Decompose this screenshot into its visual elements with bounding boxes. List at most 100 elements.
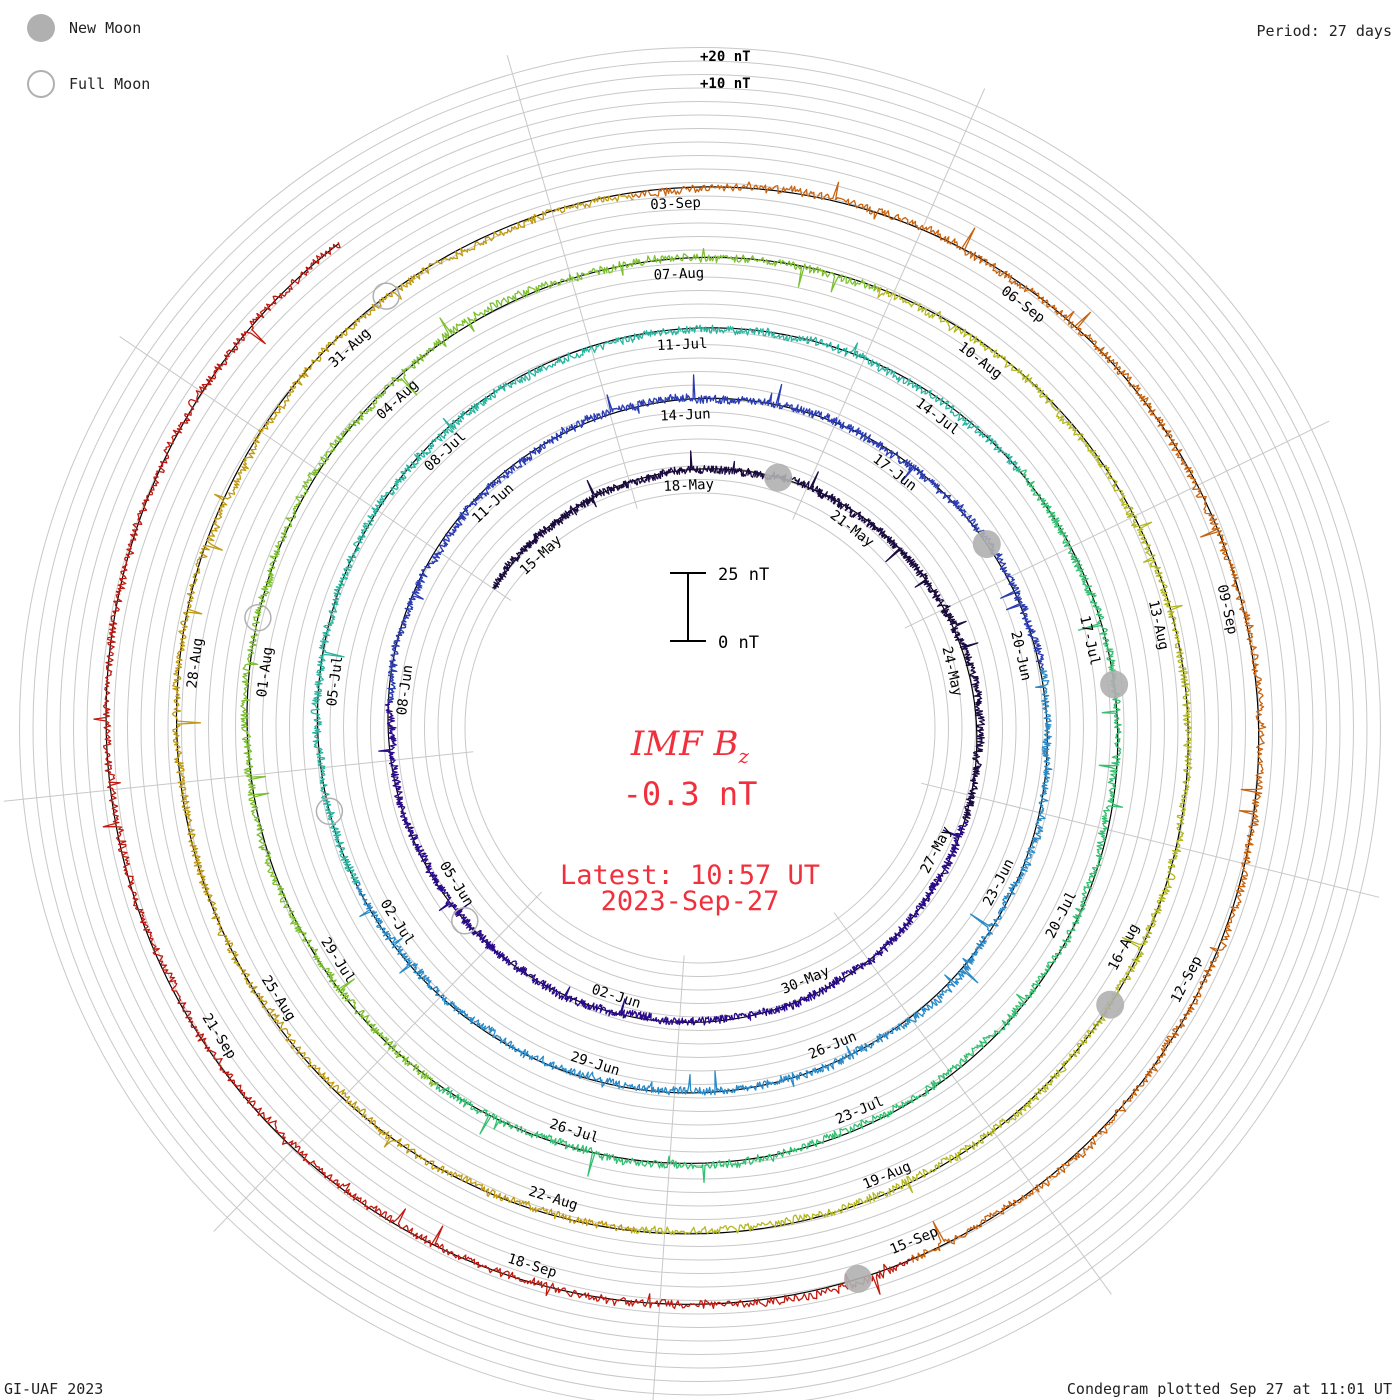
- series-trace-3: [354, 668, 1053, 1096]
- grid-circle-3: [424, 452, 976, 1004]
- full-moon-icon: [27, 70, 55, 98]
- date-label-0: 15-May: [517, 532, 565, 578]
- date-label-22: 20-Jul: [1043, 889, 1080, 941]
- date-label-8: 08-Jun: [394, 664, 416, 716]
- series-trace-4: [310, 324, 1021, 885]
- series-trace-5: [435, 469, 1124, 1184]
- date-label-14: 26-Jun: [806, 1029, 859, 1063]
- latest-date: 2023-Sep-27: [600, 886, 780, 917]
- grid-circle-6: [383, 411, 1017, 1045]
- spoke-7: [213, 891, 542, 1232]
- grid-circle-5: [397, 425, 1003, 1031]
- date-label-41: 15-Sep: [888, 1224, 941, 1258]
- series-trace-2: [386, 374, 1045, 703]
- date-label-32: 19-Aug: [861, 1159, 914, 1193]
- grid-circle-17: [235, 263, 1165, 1193]
- latest-time: Latest: 10:57 UT: [559, 860, 821, 891]
- date-label-31: 16-Aug: [1105, 921, 1142, 973]
- grid-circle-4: [410, 438, 990, 1018]
- spoke-2: [792, 88, 986, 520]
- spoke-0: [119, 336, 512, 601]
- moon-markers: [244, 282, 1129, 1293]
- grid-layer: [19, 47, 1381, 1400]
- title-sub: z: [738, 743, 750, 768]
- grid-circle-8: [356, 384, 1044, 1072]
- grid-circle-29: [73, 101, 1327, 1355]
- grid-circle-33: [19, 47, 1381, 1400]
- credit-label: GI-UAF 2023: [4, 1380, 104, 1398]
- new-moon-marker-3: [1096, 990, 1125, 1019]
- grid-circle-16: [248, 276, 1152, 1180]
- grid-circle-22: [167, 195, 1233, 1261]
- series-trace-10: [93, 241, 914, 1310]
- grid-circle-10: [329, 357, 1071, 1099]
- date-label-38: 06-Sep: [998, 283, 1048, 326]
- plotted-label: Condegram plotted Sep 27 at 11:01 UT: [1066, 1380, 1392, 1398]
- scale-bar: 25 nT 0 nT: [670, 565, 769, 653]
- grid-circle-18: [221, 249, 1179, 1207]
- date-label-27: 04-Aug: [374, 377, 422, 423]
- new-moon-marker-1: [972, 530, 1001, 559]
- new-moon-icon: [27, 14, 55, 42]
- full-moon-marker-2: [244, 604, 272, 632]
- grid-circle-0: [464, 492, 936, 964]
- date-label-5: 30-May: [779, 963, 832, 997]
- grid-circle-15: [262, 290, 1138, 1166]
- scale-bottom-label: 0 nT: [718, 633, 759, 653]
- date-label-40: 12-Sep: [1168, 953, 1205, 1005]
- date-label-39: 09-Sep: [1214, 583, 1241, 636]
- date-label-1: 18-May: [663, 477, 714, 495]
- spoke-6: [652, 955, 685, 1400]
- grid-circle-12: [302, 330, 1098, 1126]
- date-label-28: 07-Aug: [653, 265, 704, 283]
- grid-circle-32: [32, 60, 1368, 1396]
- spoke-1: [506, 54, 638, 509]
- grid-circle-14: [275, 303, 1125, 1153]
- grid-circle-2: [437, 465, 963, 991]
- date-label-4: 27-May: [918, 824, 955, 876]
- title-main: IMF B: [630, 724, 739, 764]
- scale-top-label: 25 nT: [718, 565, 769, 585]
- legend-full-moon: Full Moon: [27, 70, 150, 98]
- spoke-5: [833, 912, 1112, 1295]
- new-moon-marker-2: [1100, 670, 1129, 699]
- series-trace-8: [171, 193, 638, 1234]
- date-label-2: 21-May: [827, 507, 877, 550]
- grid-circle-13: [289, 317, 1111, 1139]
- date-label-20: 14-Jul: [912, 395, 962, 438]
- grid-circle-26: [113, 141, 1287, 1315]
- grid-circle-28: [86, 114, 1314, 1342]
- new-moon-marker-0: [764, 463, 793, 492]
- grid-circle-23: [154, 182, 1246, 1274]
- date-label-7: 05-Jun: [436, 859, 477, 910]
- full-moon-marker-1: [315, 797, 344, 826]
- series-trace-0: [492, 450, 986, 824]
- spoke-3: [904, 420, 1330, 629]
- full-moon-marker-3: [372, 282, 400, 310]
- grid-circle-30: [59, 87, 1341, 1369]
- grid-circle-11: [316, 344, 1084, 1112]
- legend-new-moon: New Moon: [27, 14, 141, 42]
- grid-circle-21: [181, 209, 1219, 1247]
- grid-circle-27: [100, 128, 1300, 1328]
- ref-label-10: +10 nT: [700, 76, 751, 92]
- date-label-19: 11-Jul: [657, 336, 708, 354]
- current-value: -0.3 nT: [622, 775, 758, 813]
- series-trace-7: [633, 286, 1193, 1236]
- ref-label-20: +20 nT: [700, 49, 751, 65]
- center-title: IMF Bz: [490, 724, 890, 768]
- date-label-37: 03-Sep: [650, 195, 701, 213]
- date-label-17: 05-Jul: [324, 655, 346, 707]
- series-trace-1: [378, 700, 969, 1026]
- new-moon-marker-4: [844, 1264, 872, 1293]
- date-label-26: 01-Aug: [254, 646, 276, 698]
- series-trace-6: [240, 248, 879, 1087]
- period-label: Period: 27 days: [1256, 22, 1392, 40]
- grid-circle-31: [46, 74, 1354, 1382]
- new-moon-label: New Moon: [69, 19, 142, 37]
- date-label-10: 14-Jun: [660, 406, 711, 424]
- series-trace-9: [630, 181, 1267, 1263]
- spoke-4: [921, 782, 1380, 898]
- full-moon-marker-0: [451, 907, 479, 935]
